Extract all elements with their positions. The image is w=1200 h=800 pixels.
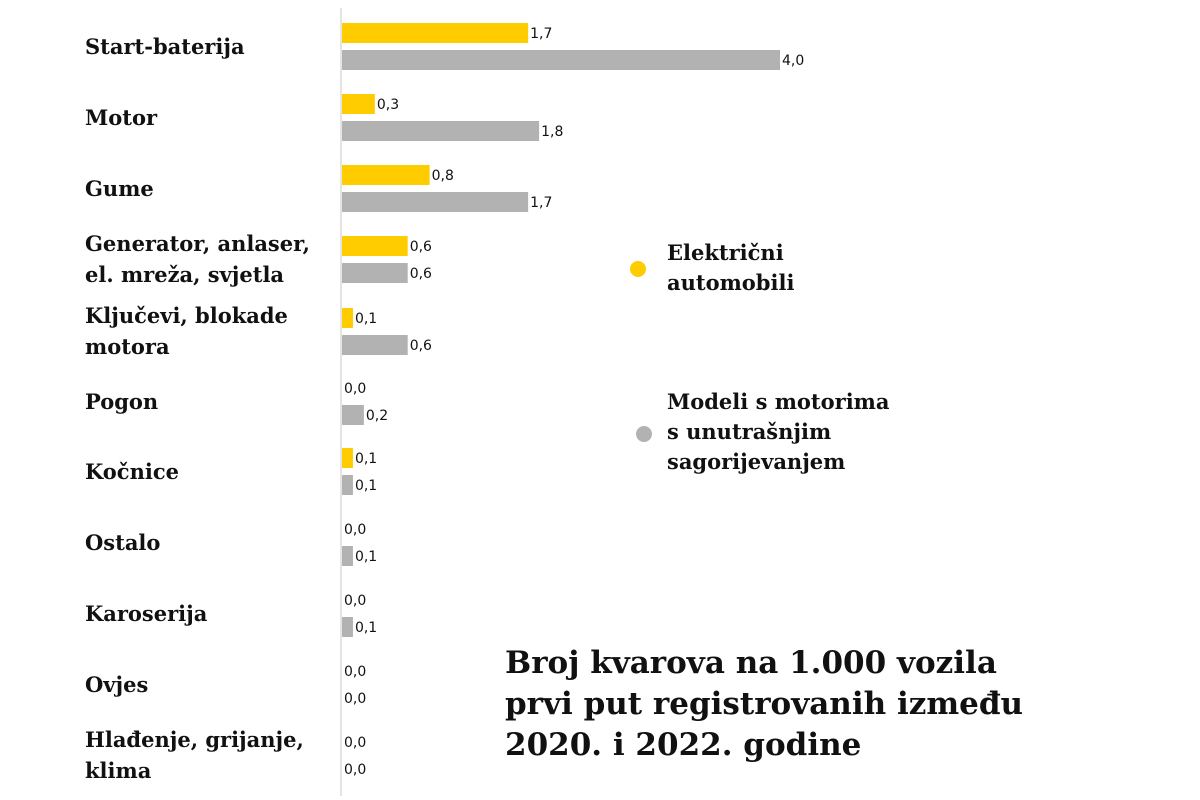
legend-marker-electric [630, 261, 646, 277]
value-label-electric-kljucevi-blokade-motora: 0,1 [355, 311, 377, 327]
legend-label-electric: Električni automobili [667, 240, 795, 295]
value-label-ice-start-baterija: 4,0 [782, 53, 804, 69]
bar-electric-generator-anlaser-el-mreza-svjetla [342, 236, 408, 256]
bar-ice-generator-anlaser-el-mreza-svjetla [342, 263, 408, 283]
bar-ice-pogon [342, 405, 364, 425]
bar-electric-motor [342, 94, 375, 114]
bar-ice-kocnice [342, 475, 353, 495]
value-label-electric-kocnice: 0,1 [355, 451, 377, 467]
value-label-ice-hla-enje-grijanje-klima: 0,0 [344, 762, 366, 778]
bar-ice-gume [342, 192, 529, 212]
category-label-pogon: Pogon [85, 388, 159, 414]
bar-ice-start-baterija [342, 50, 780, 70]
value-label-electric-start-baterija: 1,7 [530, 26, 552, 42]
legend-label-ice: Modeli s motorima s unutrašnjim sagorije… [667, 389, 890, 474]
value-label-ice-kocnice: 0,1 [355, 478, 377, 494]
category-label-motor: Motor [85, 104, 158, 130]
bars-layer [342, 23, 780, 637]
value-label-electric-ostalo: 0,0 [344, 522, 366, 538]
category-label-hla-enje-grijanje-klima: Hlađenje, grijanje, klima [85, 727, 304, 783]
chart-title: Broj kvarova na 1.000 vozila prvi put re… [505, 645, 1024, 763]
category-label-generator-anlaser-el-mreza-svjetla: Generator, anlaser, el. mreža, svjetla [85, 231, 310, 287]
category-label-gume: Gume [85, 175, 154, 201]
bar-ice-ostalo [342, 546, 353, 566]
category-label-karoserija: Karoserija [85, 600, 208, 626]
value-label-ice-ostalo: 0,1 [355, 549, 377, 565]
value-label-ice-pogon: 0,2 [366, 408, 388, 424]
value-label-ice-karoserija: 0,1 [355, 620, 377, 636]
category-label-ovjes: Ovjes [85, 671, 149, 697]
bar-ice-motor [342, 121, 540, 141]
value-label-electric-karoserija: 0,0 [344, 593, 366, 609]
legend-marker-ice [636, 426, 652, 442]
value-label-electric-generator-anlaser-el-mreza-svjetla: 0,6 [410, 239, 432, 255]
value-label-ice-ovjes: 0,0 [344, 691, 366, 707]
category-label-kocnice: Kočnice [85, 458, 179, 484]
bar-electric-kocnice [342, 448, 353, 468]
bar-ice-karoserija [342, 617, 353, 637]
value-label-ice-kljucevi-blokade-motora: 0,6 [410, 338, 432, 354]
bar-electric-gume [342, 165, 430, 185]
category-label-start-baterija: Start-baterija [85, 33, 245, 59]
category-label-kljucevi-blokade-motora: Ključevi, blokade motora [85, 303, 288, 359]
value-labels-layer: 1,7 0,3 0,8 0,6 0,1 0,0 0,1 0,0 0,0 0,0 0,0 4,0 1,8 1… [344, 26, 804, 778]
bar-ice-kljucevi-blokade-motora [342, 335, 408, 355]
value-label-electric-pogon: 0,0 [344, 381, 366, 397]
category-label-ostalo: Ostalo [85, 529, 161, 555]
value-label-electric-motor: 0,3 [377, 97, 399, 113]
value-label-electric-ovjes: 0,0 [344, 664, 366, 680]
bar-electric-start-baterija [342, 23, 529, 43]
value-label-ice-generator-anlaser-el-mreza-svjetla: 0,6 [410, 266, 432, 282]
value-label-electric-hla-enje-grijanje-klima: 0,0 [344, 735, 366, 751]
value-label-ice-gume: 1,7 [530, 195, 552, 211]
value-label-electric-gume: 0,8 [432, 168, 454, 184]
bar-electric-kljucevi-blokade-motora [342, 308, 353, 328]
value-label-ice-motor: 1,8 [541, 124, 563, 140]
